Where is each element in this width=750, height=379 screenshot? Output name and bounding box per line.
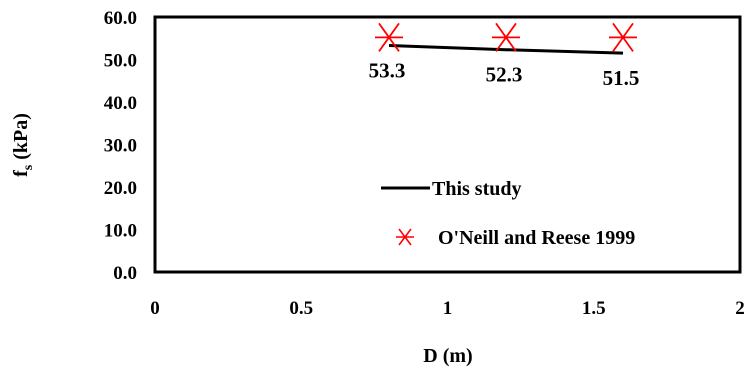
y-tick-label: 20.0 bbox=[104, 178, 137, 199]
x-tick-label: 1.5 bbox=[582, 298, 606, 319]
y-tick-label: 60.0 bbox=[104, 8, 137, 29]
marker-oneill-reese bbox=[375, 22, 403, 52]
y-tick-label: 10.0 bbox=[104, 221, 137, 242]
legend: This study O'Neill and Reese 1999 bbox=[381, 178, 635, 249]
marker-oneill-reese bbox=[492, 22, 520, 52]
data-label-this-study: 52.3 bbox=[486, 63, 523, 87]
y-axis-ticks: 0.0 10.0 20.0 30.0 40.0 50.0 60.0 bbox=[104, 8, 137, 284]
x-tick-label: 0 bbox=[150, 298, 160, 319]
y-tick-label: 30.0 bbox=[104, 136, 137, 157]
y-axis-title-subscript: s bbox=[21, 164, 36, 170]
legend-label-oneill-reese: O'Neill and Reese 1999 bbox=[438, 227, 635, 249]
x-axis-ticks: 0 0.5 1 1.5 2 bbox=[150, 298, 745, 319]
series-line-this-study bbox=[388, 43, 624, 55]
marker-stroke bbox=[612, 22, 634, 52]
series-layer bbox=[375, 22, 637, 55]
legend-marker-oneill-reese bbox=[396, 228, 414, 246]
x-tick-label: 0.5 bbox=[289, 298, 313, 319]
y-axis-title-unit: (kPa) bbox=[10, 113, 32, 165]
x-tick-label: 2 bbox=[735, 298, 745, 319]
legend-label-this-study: This study bbox=[432, 178, 522, 200]
data-label-layer: 53.3 52.3 51.5 bbox=[369, 58, 640, 90]
y-tick-label: 50.0 bbox=[104, 51, 137, 72]
x-tick-label: 1 bbox=[443, 298, 453, 319]
y-tick-label: 0.0 bbox=[113, 263, 137, 284]
marker-oneill-reese bbox=[609, 22, 637, 52]
data-label-this-study: 53.3 bbox=[369, 58, 406, 82]
y-tick-label: 40.0 bbox=[104, 93, 137, 114]
x-axis-title: D (m) bbox=[423, 345, 472, 367]
marker-stroke bbox=[378, 22, 400, 52]
y-axis-title-main: f bbox=[10, 170, 32, 177]
y-axis-title: fs (kPa) bbox=[10, 113, 36, 177]
marker-stroke bbox=[495, 22, 517, 52]
data-label-this-study: 51.5 bbox=[603, 66, 640, 90]
plot-area-frame bbox=[153, 15, 742, 274]
